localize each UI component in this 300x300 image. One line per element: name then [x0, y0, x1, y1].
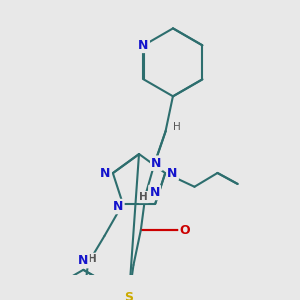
Text: N: N: [78, 254, 88, 267]
Text: S: S: [124, 290, 134, 300]
Text: N: N: [167, 167, 178, 179]
Text: N: N: [100, 167, 111, 179]
Text: N: N: [113, 200, 123, 213]
Text: N: N: [149, 186, 160, 199]
Text: N: N: [151, 157, 162, 170]
Text: O: O: [179, 224, 190, 237]
Text: H: H: [173, 122, 181, 132]
Text: H: H: [88, 254, 97, 264]
Text: H: H: [139, 192, 148, 202]
Text: N: N: [138, 39, 149, 52]
